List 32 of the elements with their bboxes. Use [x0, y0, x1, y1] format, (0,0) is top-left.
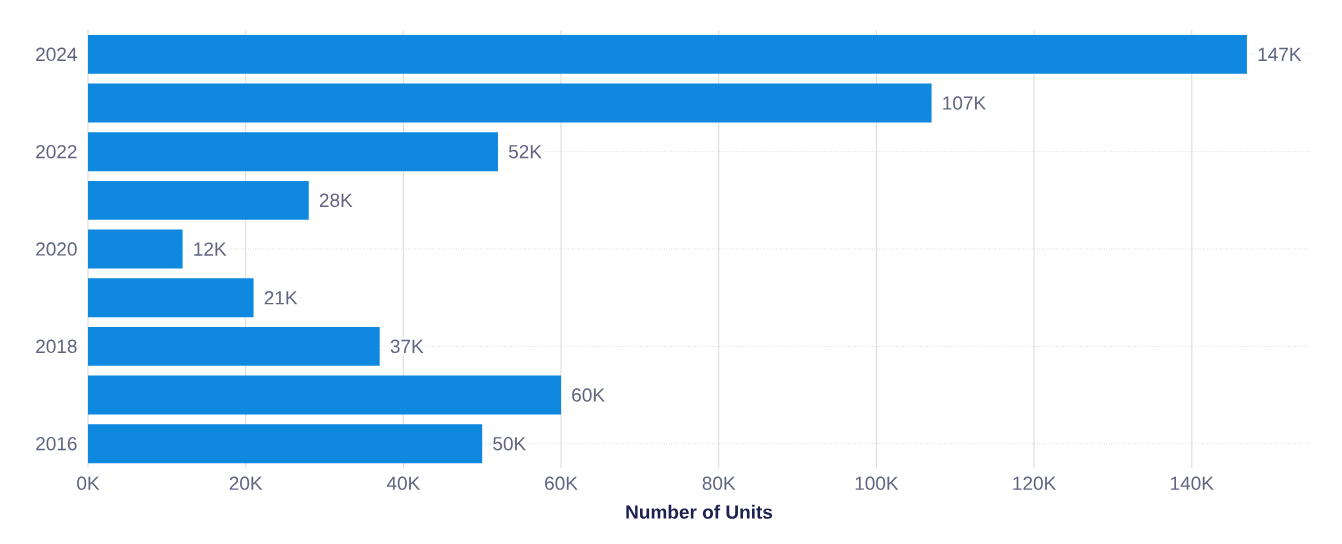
bar: [88, 375, 562, 415]
data-label: 147K: [1258, 47, 1302, 61]
y-tick-label: 2018: [36, 339, 77, 354]
y-tick-label: 2016: [36, 436, 77, 451]
x-tick-label: 100K: [855, 476, 899, 490]
x-tick-label: 60K: [545, 476, 578, 490]
bar: [88, 229, 183, 269]
data-label: 12K: [194, 242, 227, 256]
data-label: 60K: [572, 388, 605, 402]
data-label: 107K: [943, 96, 986, 110]
x-axis-title: Number of Units: [626, 504, 773, 519]
bar: [88, 326, 380, 366]
y-tick-label: 2020: [36, 242, 77, 256]
data-label: 37K: [390, 339, 424, 354]
x-tick-label: 120K: [1013, 476, 1057, 490]
bar: [88, 132, 498, 172]
bar: [88, 83, 932, 123]
data-label: 50K: [493, 436, 526, 451]
bar: [88, 34, 1247, 74]
data-label: 52K: [508, 144, 542, 159]
data-label: 28K: [319, 193, 353, 208]
bar: [88, 180, 309, 220]
x-tick-label: 80K: [702, 476, 736, 490]
y-tick-label: 2024: [36, 47, 77, 62]
data-label: 21K: [264, 291, 298, 305]
bar: [88, 278, 254, 318]
x-tick-label: 20K: [229, 476, 263, 490]
y-tick-label: 2022: [36, 144, 77, 159]
bar: [88, 424, 483, 464]
x-tick-label: 140K: [1171, 476, 1214, 490]
x-tick-label: 0K: [77, 476, 100, 490]
x-tick-label: 40K: [386, 476, 421, 490]
